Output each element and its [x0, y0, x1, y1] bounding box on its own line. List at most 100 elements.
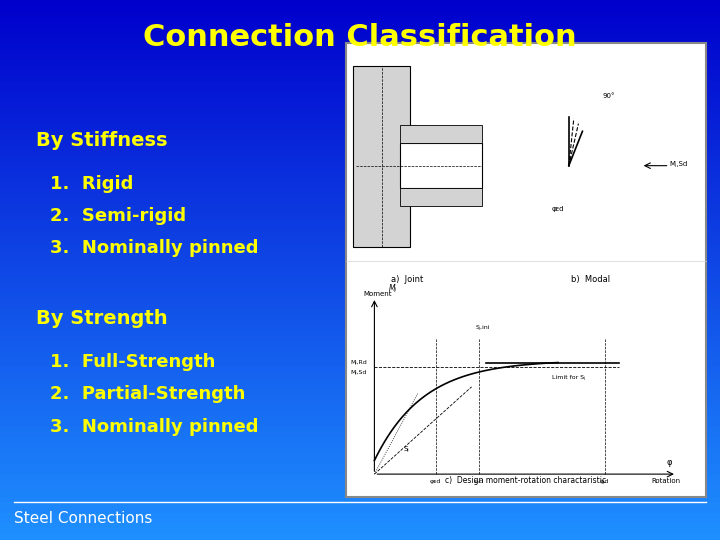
Bar: [0, 405, 720, 410]
Bar: [0, 329, 720, 335]
Text: Moment: Moment: [364, 291, 392, 297]
Bar: [0, 356, 720, 362]
Bar: [0, 22, 720, 27]
Bar: [0, 270, 720, 275]
Bar: [0, 221, 720, 227]
Bar: [0, 11, 720, 16]
Bar: [0, 43, 720, 49]
Bar: [0, 292, 720, 297]
Bar: [0, 259, 720, 265]
Bar: [0, 135, 720, 140]
Bar: [0, 502, 720, 508]
Bar: [0, 254, 720, 259]
Bar: [0, 86, 720, 92]
Bar: [0, 362, 720, 367]
Text: φ: φ: [667, 458, 672, 467]
Bar: [0, 535, 720, 540]
Bar: [400, 188, 482, 206]
Bar: [0, 243, 720, 248]
Text: Limit for Sⱼ: Limit for Sⱼ: [552, 375, 585, 380]
Text: Rotation: Rotation: [652, 478, 680, 484]
Bar: [0, 124, 720, 130]
Bar: [0, 0, 720, 5]
Bar: [0, 97, 720, 103]
Bar: [0, 65, 720, 70]
Bar: [0, 232, 720, 238]
Bar: [0, 200, 720, 205]
Bar: [0, 216, 720, 221]
Text: Connection Classification: Connection Classification: [143, 23, 577, 52]
Bar: [0, 286, 720, 292]
Bar: [0, 459, 720, 464]
Bar: [0, 92, 720, 97]
Text: Sⱼ,ini: Sⱼ,ini: [475, 325, 490, 330]
Bar: [0, 346, 720, 351]
Bar: [0, 297, 720, 302]
Bar: [0, 146, 720, 151]
Text: 3.  Nominally pinned: 3. Nominally pinned: [50, 239, 259, 258]
Bar: [0, 81, 720, 86]
Bar: [0, 194, 720, 200]
Text: c)  Design moment-rotation charactaristic: c) Design moment-rotation charactaristic: [445, 476, 606, 485]
Bar: [0, 140, 720, 146]
Bar: [0, 70, 720, 76]
Text: Steel Connections: Steel Connections: [14, 511, 153, 526]
Bar: [0, 205, 720, 211]
Bar: [353, 66, 410, 247]
Text: By Stiffness: By Stiffness: [36, 131, 168, 150]
Text: 2.  Partial-Strength: 2. Partial-Strength: [50, 385, 246, 403]
Bar: [0, 302, 720, 308]
Bar: [0, 432, 720, 437]
Text: By Strength: By Strength: [36, 309, 168, 328]
Text: a)  Joint: a) Joint: [391, 274, 423, 284]
Bar: [0, 367, 720, 373]
Bar: [0, 151, 720, 157]
Bar: [0, 308, 720, 313]
Bar: [0, 421, 720, 427]
Bar: [0, 389, 720, 394]
Bar: [0, 32, 720, 38]
Bar: [0, 113, 720, 119]
Bar: [0, 281, 720, 286]
Bar: [0, 416, 720, 421]
Text: 3.  Nominally pinned: 3. Nominally pinned: [50, 417, 259, 436]
Bar: [0, 497, 720, 502]
Bar: [400, 143, 482, 188]
Bar: [0, 162, 720, 167]
Bar: [0, 49, 720, 54]
Bar: [0, 378, 720, 383]
Text: Sⱼ: Sⱼ: [404, 447, 410, 453]
Text: Mⱼ,Sd: Mⱼ,Sd: [670, 161, 688, 167]
Bar: [0, 518, 720, 524]
Text: 2.  Semi-rigid: 2. Semi-rigid: [50, 207, 186, 225]
FancyBboxPatch shape: [346, 43, 706, 497]
Bar: [0, 211, 720, 216]
Text: 1.  Full-Strength: 1. Full-Strength: [50, 353, 216, 371]
Bar: [0, 319, 720, 324]
Bar: [0, 394, 720, 400]
Bar: [0, 275, 720, 281]
Bar: [400, 125, 482, 143]
Bar: [0, 491, 720, 497]
Bar: [0, 340, 720, 346]
Text: 1.  Rigid: 1. Rigid: [50, 174, 134, 193]
Bar: [0, 108, 720, 113]
Bar: [0, 448, 720, 454]
Text: b)  Modal: b) Modal: [571, 274, 610, 284]
Bar: [0, 54, 720, 59]
Bar: [0, 16, 720, 22]
Bar: [0, 410, 720, 416]
Bar: [0, 119, 720, 124]
Bar: [0, 178, 720, 184]
Bar: [0, 130, 720, 135]
Text: 90°: 90°: [602, 93, 615, 99]
Bar: [0, 238, 720, 243]
Bar: [0, 486, 720, 491]
Bar: [0, 383, 720, 389]
Bar: [0, 59, 720, 65]
Bar: [0, 173, 720, 178]
Text: φⱼd: φⱼd: [600, 479, 610, 484]
Bar: [0, 400, 720, 405]
Bar: [0, 475, 720, 481]
Bar: [0, 524, 720, 529]
